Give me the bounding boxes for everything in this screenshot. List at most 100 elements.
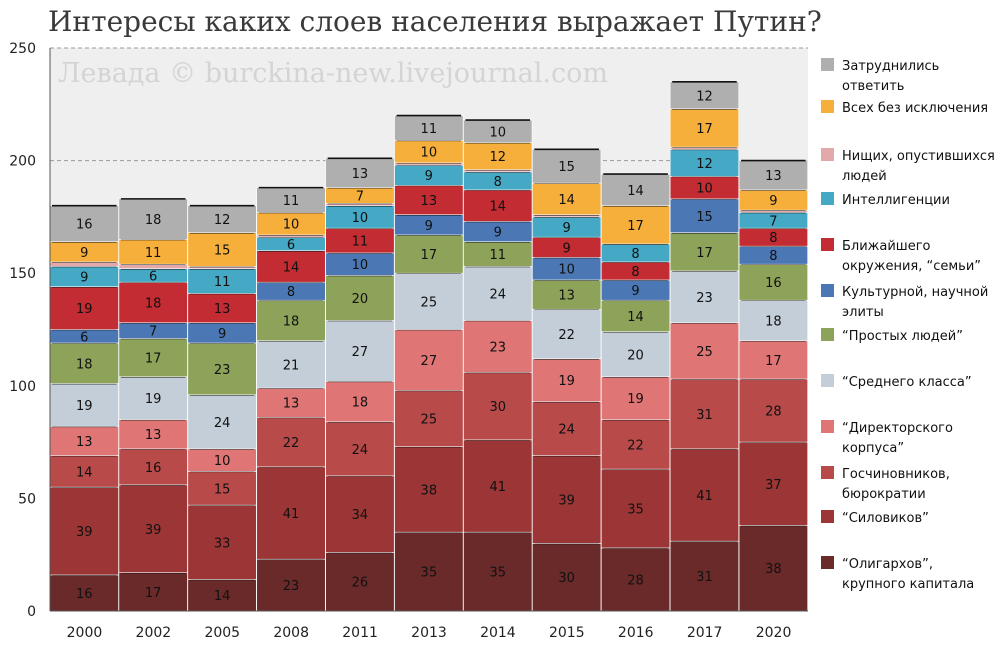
bar-data-label: 10 — [352, 211, 369, 226]
bar-segment — [463, 241, 533, 267]
legend-swatch — [821, 328, 834, 341]
bar-data-label: 41 — [489, 480, 506, 495]
bar-data-label: 14 — [558, 193, 575, 208]
bar-stack-2002: 17 39 16 13 19 17 7 18 6 11 18 — [118, 198, 188, 612]
bar-segment — [463, 266, 533, 321]
bar-segment — [187, 293, 257, 324]
x-axis: 2000 2002 2005 2008 2011 2013 2014 2015 2016 2017… — [50, 610, 808, 641]
bar-data-label: 12 — [696, 89, 713, 104]
bar-data-label: 39 — [76, 525, 93, 540]
bar-segment — [256, 466, 326, 560]
bar-segment — [325, 275, 395, 321]
legend-label: “Директорского — [842, 421, 953, 436]
bar-data-label: 11 — [352, 235, 369, 250]
bar-data-label: 39 — [558, 494, 575, 509]
legend-swatch — [821, 420, 834, 433]
bar-data-label: 16 — [76, 218, 93, 233]
bar-segment — [600, 205, 671, 245]
bar-data-label: 24 — [214, 416, 231, 431]
legend-label: ответить — [842, 79, 904, 94]
bar-segment — [49, 342, 119, 384]
bar-data-label: 23 — [696, 291, 713, 306]
bar-segment — [256, 558, 326, 612]
bar-data-label: 13 — [76, 435, 93, 450]
y-tick-label: 150 — [9, 266, 36, 282]
bar-segment — [738, 525, 808, 612]
bar-data-label: 16 — [765, 276, 782, 291]
y-tick-label: 100 — [9, 379, 36, 395]
bar-data-label: 11 — [145, 246, 162, 261]
bar-data-label: 25 — [421, 412, 438, 427]
legend-label: Ближайшего — [842, 239, 931, 254]
y-tick-label: 200 — [9, 154, 36, 170]
bar-data-label: 9 — [563, 241, 571, 256]
bar-stack-2014: 35 41 30 23 24 11 9 14 8 12 10 — [463, 119, 533, 612]
bar-segment — [669, 448, 740, 542]
bar-segment — [394, 115, 464, 141]
bar-segment — [600, 376, 671, 420]
bar-data-label: 20 — [352, 292, 369, 307]
x-tick-label: 2017 — [687, 625, 723, 641]
bar-data-label: 22 — [558, 328, 575, 343]
bar-segment — [738, 160, 808, 191]
bar-segment — [738, 340, 808, 380]
bar-data-label: 7 — [769, 214, 777, 229]
legend-item: “Силовиков” — [821, 510, 929, 526]
bar-segment — [532, 149, 602, 184]
bar-data-label: 9 — [425, 169, 433, 184]
bar-segment — [738, 441, 808, 526]
bar-segment — [600, 468, 671, 549]
legend-label: окружения, “семьи” — [842, 259, 981, 274]
bar-segment — [187, 342, 257, 396]
legend-label: Интеллигенции — [842, 193, 950, 208]
bar-data-label: 14 — [214, 589, 231, 604]
bar-data-label: 21 — [283, 358, 300, 373]
bar-data-label: 25 — [421, 295, 438, 310]
bar-data-label: 31 — [696, 570, 713, 585]
bar-stack-2013: 35 38 25 27 25 17 9 13 9 10 11 — [394, 114, 464, 612]
bar-data-label: 19 — [76, 302, 93, 317]
bar-segment — [669, 232, 740, 272]
bar-data-label: 14 — [627, 310, 644, 325]
bar-data-label: 15 — [214, 244, 231, 259]
bar-segment — [118, 484, 188, 574]
bar-data-label: 9 — [80, 271, 88, 286]
bar-data-label: 18 — [76, 357, 93, 372]
legend-swatch — [821, 466, 834, 479]
legend-label: Госчиновников, — [842, 467, 950, 482]
bar-data-label: 14 — [489, 200, 506, 215]
bar-data-label: 11 — [421, 122, 438, 137]
legend-swatch — [821, 284, 834, 297]
bar-data-label: 10 — [283, 218, 300, 233]
bar-data-label: 19 — [627, 392, 644, 407]
bar-data-label: 17 — [421, 248, 438, 263]
bar-segment — [49, 205, 119, 242]
bar-data-label: 28 — [765, 405, 782, 420]
x-tick-label: 2008 — [273, 625, 309, 641]
bar-segment — [600, 173, 671, 206]
bar-segment — [118, 281, 188, 324]
bar-data-label: 6 — [287, 238, 295, 253]
bar-segment — [738, 263, 808, 301]
bar-data-label: 10 — [214, 454, 231, 469]
bar-segment — [463, 371, 533, 441]
bar-data-label: 27 — [421, 354, 438, 369]
legend-item: “Директорского корпуса” — [821, 420, 953, 456]
legend-item: “Простых людей” — [821, 328, 963, 344]
bar-data-label: 30 — [489, 400, 506, 415]
bar-data-label: 18 — [145, 213, 162, 228]
bar-data-label: 10 — [421, 146, 438, 161]
bar-data-label: 33 — [214, 536, 231, 551]
bar-data-label: 8 — [769, 249, 777, 264]
bar-data-label: 37 — [765, 478, 782, 493]
legend-item: “Среднего класса” — [821, 374, 972, 390]
legend-item: Затруднились ответить — [821, 58, 939, 94]
bar-segment — [49, 383, 119, 427]
bar-segment — [187, 205, 257, 233]
bar-data-label: 12 — [696, 157, 713, 172]
bar-data-label: 38 — [421, 483, 438, 498]
bar-data-label: 13 — [765, 169, 782, 184]
bar-segment — [325, 475, 395, 553]
bar-segment — [256, 417, 326, 468]
bar-segment — [49, 426, 119, 456]
